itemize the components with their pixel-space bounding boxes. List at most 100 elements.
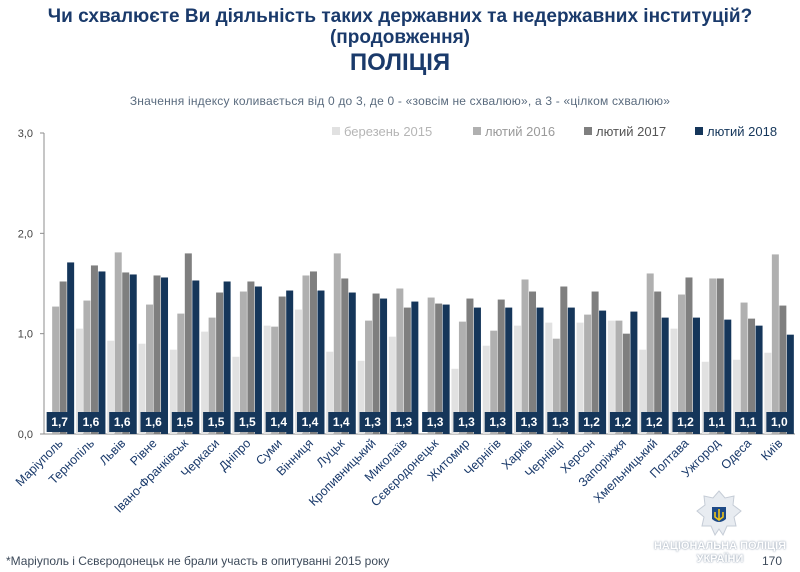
bar — [365, 320, 373, 434]
bar — [59, 281, 67, 434]
bar — [733, 359, 741, 434]
police-logo-text: НАЦІОНАЛЬНА ПОЛІЦІЯ УКРАЇНИ — [653, 540, 787, 565]
bar — [591, 291, 599, 434]
category-label: Київ — [758, 436, 785, 463]
value-label: 1,2 — [615, 415, 632, 429]
bar — [302, 275, 310, 434]
bar — [584, 314, 592, 434]
legend-swatch — [695, 127, 703, 135]
value-label: 1,2 — [583, 415, 600, 429]
legend-label: лютий 2018 — [707, 124, 777, 139]
bar — [451, 368, 459, 434]
value-label: 1,7 — [51, 415, 68, 429]
bar — [286, 290, 294, 434]
bar — [482, 345, 490, 434]
bar — [529, 291, 537, 434]
bar — [576, 322, 584, 434]
value-label-box — [46, 412, 73, 432]
bar — [552, 338, 560, 434]
bar — [560, 286, 568, 434]
bar — [724, 319, 732, 434]
value-label: 1,4 — [302, 415, 319, 429]
value-label-box — [109, 412, 136, 432]
bar — [505, 307, 513, 434]
bar — [239, 291, 247, 434]
value-label-box — [766, 412, 793, 432]
bar — [716, 278, 724, 434]
bar — [442, 304, 450, 434]
value-label: 1,3 — [521, 415, 538, 429]
bar — [692, 317, 700, 434]
value-label: 1,5 — [176, 415, 193, 429]
bar — [348, 292, 356, 434]
value-label-box — [203, 412, 230, 432]
bar — [129, 274, 137, 434]
bar — [153, 275, 161, 434]
value-label: 1,2 — [677, 415, 694, 429]
bar — [223, 281, 231, 434]
legend-label: лютий 2017 — [596, 124, 666, 139]
bar — [685, 277, 693, 434]
category-label: Львів — [97, 436, 129, 468]
bar — [294, 309, 302, 434]
bar — [232, 356, 240, 434]
value-label: 1,5 — [208, 415, 225, 429]
bar — [435, 303, 443, 434]
bar — [192, 280, 200, 434]
value-label-box — [359, 412, 386, 432]
category-label: Одеса — [718, 436, 754, 472]
y-tick-label: 3,0 — [18, 128, 33, 140]
bar — [545, 322, 553, 434]
bar — [607, 320, 615, 434]
value-label-box — [296, 412, 323, 432]
bar — [630, 311, 638, 434]
y-tick-label: 0,0 — [18, 429, 33, 441]
bar — [247, 281, 255, 434]
value-label-box — [77, 412, 104, 432]
bar — [169, 349, 177, 434]
value-label-box — [422, 412, 449, 432]
value-label: 1,4 — [270, 415, 287, 429]
bar — [90, 265, 98, 434]
value-label: 1,1 — [708, 415, 725, 429]
bar — [458, 321, 466, 434]
value-label: 1,3 — [427, 415, 444, 429]
value-label: 1,1 — [740, 415, 757, 429]
bar — [748, 318, 756, 434]
footnote: *Маріуполь і Сєвєродонецьк не брали учас… — [6, 554, 390, 568]
bar — [177, 313, 185, 434]
value-label-box — [609, 412, 636, 432]
value-label-box — [703, 412, 730, 432]
bar — [326, 351, 334, 434]
value-label-box — [171, 412, 198, 432]
bar — [514, 325, 522, 434]
bar — [341, 278, 349, 434]
category-label: Дніпро — [216, 436, 253, 473]
bar — [403, 307, 411, 434]
bar — [114, 252, 122, 434]
value-label: 1,6 — [83, 415, 100, 429]
value-label: 1,4 — [333, 415, 350, 429]
bar — [333, 253, 341, 434]
bar — [357, 360, 365, 434]
value-label-box — [140, 412, 167, 432]
bar — [75, 328, 83, 434]
bar — [536, 307, 544, 434]
legend-swatch — [473, 127, 481, 135]
value-label: 1,6 — [114, 415, 131, 429]
bar — [396, 288, 404, 434]
bar — [138, 343, 146, 434]
bar — [786, 334, 794, 434]
bar — [309, 271, 317, 434]
chart-title: ПОЛІЦІЯ — [349, 49, 451, 76]
legend-swatch — [584, 127, 592, 135]
bar — [427, 297, 435, 434]
bar — [709, 278, 717, 434]
bar — [771, 254, 779, 434]
bar — [67, 262, 75, 434]
bar — [107, 340, 115, 434]
bar — [497, 299, 505, 434]
bar — [466, 298, 474, 434]
value-label-box — [672, 412, 699, 432]
bar — [271, 326, 279, 434]
